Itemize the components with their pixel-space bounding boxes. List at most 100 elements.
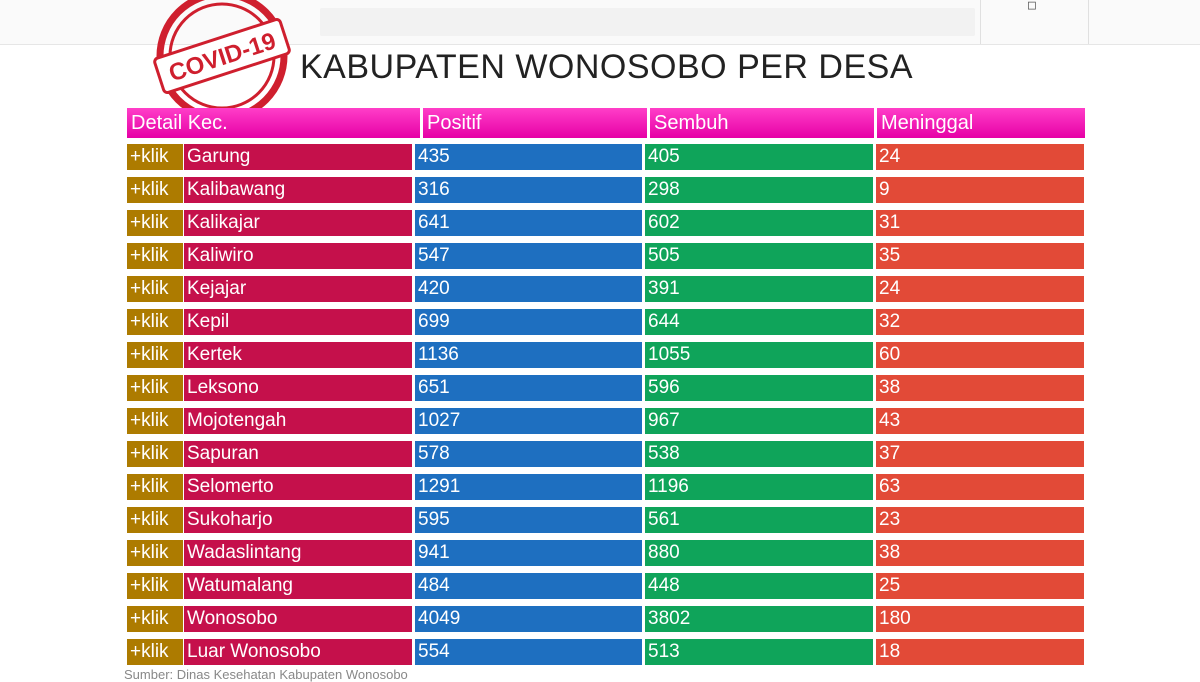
- table-row: +klik Wonosobo 4049 3802 180: [127, 606, 1085, 632]
- detail-link[interactable]: +klik: [127, 606, 183, 632]
- district-name: Garung: [184, 144, 412, 170]
- positif-value: 699: [415, 309, 642, 335]
- sembuh-value: 448: [645, 573, 873, 599]
- sembuh-value: 405: [645, 144, 873, 170]
- sembuh-value: 298: [645, 177, 873, 203]
- sembuh-value: 3802: [645, 606, 873, 632]
- table-row: +klik Mojotengah 1027 967 43: [127, 408, 1085, 434]
- sembuh-value: 602: [645, 210, 873, 236]
- meninggal-value: 9: [876, 177, 1084, 203]
- positif-value: 1027: [415, 408, 642, 434]
- table-row: +klik Sukoharjo 595 561 23: [127, 507, 1085, 533]
- sembuh-value: 880: [645, 540, 873, 566]
- meninggal-value: 180: [876, 606, 1084, 632]
- positif-value: 435: [415, 144, 642, 170]
- positif-value: 547: [415, 243, 642, 269]
- meninggal-value: 24: [876, 144, 1084, 170]
- district-name: Wonosobo: [184, 606, 412, 632]
- positif-value: 578: [415, 441, 642, 467]
- header-detail: Detail Kec.: [127, 108, 420, 138]
- detail-link[interactable]: +klik: [127, 144, 183, 170]
- table-row: +klik Leksono 651 596 38: [127, 375, 1085, 401]
- district-name: Sukoharjo: [184, 507, 412, 533]
- positif-value: 420: [415, 276, 642, 302]
- meninggal-value: 60: [876, 342, 1084, 368]
- detail-link[interactable]: +klik: [127, 276, 183, 302]
- meninggal-value: 25: [876, 573, 1084, 599]
- detail-link[interactable]: +klik: [127, 474, 183, 500]
- nav-menu-blurred[interactable]: [320, 8, 975, 36]
- detail-link[interactable]: +klik: [127, 177, 183, 203]
- detail-link[interactable]: +klik: [127, 507, 183, 533]
- district-name: Kertek: [184, 342, 412, 368]
- meninggal-value: 18: [876, 639, 1084, 665]
- district-name: Kepil: [184, 309, 412, 335]
- table-row: +klik Kalibawang 316 298 9: [127, 177, 1085, 203]
- detail-link[interactable]: +klik: [127, 309, 183, 335]
- meninggal-value: 35: [876, 243, 1084, 269]
- sembuh-value: 1055: [645, 342, 873, 368]
- district-name: Wadaslintang: [184, 540, 412, 566]
- table-row: +klik Wadaslintang 941 880 38: [127, 540, 1085, 566]
- sembuh-value: 538: [645, 441, 873, 467]
- positif-value: 316: [415, 177, 642, 203]
- positif-value: 641: [415, 210, 642, 236]
- detail-link[interactable]: +klik: [127, 243, 183, 269]
- table-row: +klik Kaliwiro 547 505 35: [127, 243, 1085, 269]
- sembuh-value: 596: [645, 375, 873, 401]
- meninggal-value: 23: [876, 507, 1084, 533]
- table-header: Detail Kec. Positif Sembuh Meninggal: [127, 108, 1085, 138]
- detail-link[interactable]: +klik: [127, 375, 183, 401]
- meninggal-value: 38: [876, 375, 1084, 401]
- sembuh-value: 505: [645, 243, 873, 269]
- district-name: Mojotengah: [184, 408, 412, 434]
- header-meninggal: Meninggal: [877, 108, 1085, 138]
- page-title: KABUPATEN WONOSOBO PER DESA: [300, 48, 914, 86]
- sembuh-value: 513: [645, 639, 873, 665]
- district-name: Watumalang: [184, 573, 412, 599]
- meninggal-value: 37: [876, 441, 1084, 467]
- sembuh-value: 967: [645, 408, 873, 434]
- table-row: +klik Sapuran 578 538 37: [127, 441, 1085, 467]
- district-name: Kejajar: [184, 276, 412, 302]
- detail-link[interactable]: +klik: [127, 573, 183, 599]
- district-name: Luar Wonosobo: [184, 639, 412, 665]
- detail-link[interactable]: +klik: [127, 441, 183, 467]
- meninggal-value: 24: [876, 276, 1084, 302]
- table-row: +klik Luar Wonosobo 554 513 18: [127, 639, 1085, 665]
- top-nav-bar: □: [0, 0, 1200, 45]
- district-name: Sapuran: [184, 441, 412, 467]
- detail-link[interactable]: +klik: [127, 639, 183, 665]
- positif-value: 595: [415, 507, 642, 533]
- nav-divider: [1088, 0, 1089, 44]
- district-name: Leksono: [184, 375, 412, 401]
- meninggal-value: 63: [876, 474, 1084, 500]
- detail-link[interactable]: +klik: [127, 342, 183, 368]
- positif-value: 484: [415, 573, 642, 599]
- meninggal-value: 31: [876, 210, 1084, 236]
- positif-value: 4049: [415, 606, 642, 632]
- table-row: +klik Kepil 699 644 32: [127, 309, 1085, 335]
- sembuh-value: 644: [645, 309, 873, 335]
- detail-link[interactable]: +klik: [127, 408, 183, 434]
- table-row: +klik Selomerto 1291 1196 63: [127, 474, 1085, 500]
- district-name: Selomerto: [184, 474, 412, 500]
- table-row: +klik Kalikajar 641 602 31: [127, 210, 1085, 236]
- meninggal-value: 43: [876, 408, 1084, 434]
- positif-value: 1136: [415, 342, 642, 368]
- table-row: +klik Kejajar 420 391 24: [127, 276, 1085, 302]
- meninggal-value: 32: [876, 309, 1084, 335]
- sembuh-value: 391: [645, 276, 873, 302]
- header-sembuh: Sembuh: [650, 108, 874, 138]
- menu-icon[interactable]: □: [1028, 0, 1036, 13]
- positif-value: 941: [415, 540, 642, 566]
- table-row: +klik Garung 435 405 24: [127, 144, 1085, 170]
- positif-value: 651: [415, 375, 642, 401]
- detail-link[interactable]: +klik: [127, 540, 183, 566]
- district-name: Kaliwiro: [184, 243, 412, 269]
- detail-link[interactable]: +klik: [127, 210, 183, 236]
- covid-stamp-logo: COVID-19: [153, 0, 291, 116]
- district-name: Kalikajar: [184, 210, 412, 236]
- header-positif: Positif: [423, 108, 647, 138]
- sembuh-value: 561: [645, 507, 873, 533]
